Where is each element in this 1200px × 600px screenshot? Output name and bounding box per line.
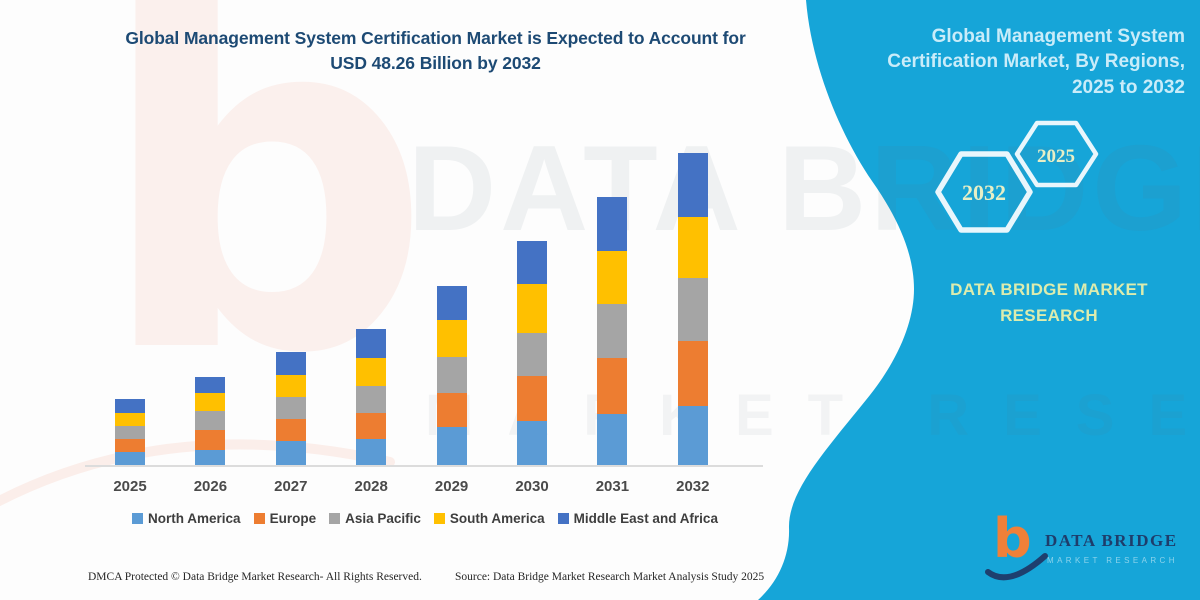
bar-2025 [115,399,145,465]
bar-segment-europe [275,418,306,442]
bar-segment-north-america [115,452,145,465]
bar-segment-europe [356,413,387,439]
legend-swatch-icon [557,513,569,524]
bar-segment-south-america [115,412,145,427]
hexagon-2025-label: 2025 [1037,146,1075,167]
bar-2030 [517,240,547,465]
bar-segment-europe [436,392,467,427]
legend-label: Middle East and Africa [573,511,718,526]
bar-segment-asia-pacific [195,411,226,430]
bar-segment-asia-pacific [597,304,628,358]
hexagon-2032: 2032 [935,151,1033,233]
page-title-line1: Global Management System Certification M… [125,28,746,48]
logo-tagline: MARKET RESEARCH [1047,556,1178,565]
sidebar-brand-line2: RESEARCH [1000,305,1098,325]
legend-swatch-icon [253,513,265,524]
bar-2026 [195,376,226,465]
legend-swatch-icon [329,513,341,524]
legend-item-north-america: North America [132,511,241,526]
footer-dmca-text: DMCA Protected © Data Bridge Market Rese… [88,571,422,583]
bar-2027 [275,351,306,465]
page-title-line2: USD 48.26 Billion by 2032 [330,53,541,74]
x-axis-label-2027: 2027 [274,478,308,495]
x-axis-label-2030: 2030 [515,478,549,495]
bar-segment-north-america [597,414,628,465]
legend-item-middle-east-and-africa: Middle East and Africa [557,511,718,526]
hexagon-badges: 2032 2025 [935,120,1099,233]
bar-segment-north-america [195,449,226,465]
bar-segment-middle-east-and-africa [195,376,226,394]
bar-segment-north-america [677,406,708,465]
bar-segment-north-america [436,426,467,465]
hexagon-2025: 2025 [1014,120,1099,188]
x-axis-label-2029: 2029 [434,478,469,495]
logo-name: DATA BRIDGE [1045,531,1178,550]
footer-source-text: Source: Data Bridge Market Research Mark… [455,571,765,583]
bar-segment-asia-pacific [115,426,145,440]
bar-segment-south-america [677,217,708,278]
bar-segment-europe [195,429,226,450]
bar-segment-asia-pacific [677,277,708,342]
legend-item-south-america: South America [433,511,545,526]
bar-segment-middle-east-and-africa [115,399,145,413]
bar-segment-europe [115,439,145,453]
bar-segment-south-america [517,284,547,334]
legend-item-asia-pacific: Asia Pacific [329,511,421,526]
company-logo: b DATA BRIDGE MARKET RESEARCH [985,512,1193,581]
logo-b-icon: b [993,507,1032,570]
bar-segment-asia-pacific [436,357,467,393]
bar-segment-asia-pacific [356,386,387,414]
sidebar-brand: DATA BRIDGE MARKET RESEARCH [903,277,1195,328]
bar-2029 [436,286,467,465]
sidebar-brand-line1: DATA BRIDGE MARKET [950,280,1148,299]
bar-segment-south-america [597,250,628,305]
bar-segment-south-america [195,393,226,412]
bar-segment-asia-pacific [517,333,547,376]
bar-segment-south-america [356,357,387,387]
sidebar-shape [758,0,1200,600]
bar-2028 [356,329,387,465]
bar-segment-south-america [275,375,306,398]
bar-segment-middle-east-and-africa [436,286,467,320]
legend-label: South America [449,511,545,526]
legend-swatch-icon [433,513,445,524]
x-axis-line [85,465,763,467]
legend-swatch-icon [132,513,144,524]
logo-swoosh-icon [985,553,1048,581]
bar-segment-middle-east-and-africa [677,153,708,218]
sidebar-title: Global Management System Certification M… [887,26,1185,98]
x-axis-label-2025: 2025 [113,478,147,495]
bar-segment-middle-east-and-africa [356,329,387,358]
bar-segment-north-america [275,441,306,465]
x-axis-label-2028: 2028 [354,478,388,495]
legend-item-europe: Europe [253,511,317,526]
bar-segment-north-america [356,438,387,465]
bar-segment-europe [597,357,628,414]
bar-segment-south-america [436,319,467,358]
bar-2032 [677,153,708,465]
x-axis-label-2026: 2026 [193,478,228,495]
legend-label: Europe [269,511,317,526]
bar-segment-north-america [517,421,547,465]
bar-segment-middle-east-and-africa [275,351,306,376]
bar-2031 [597,197,628,465]
bar-segment-middle-east-and-africa [597,197,628,251]
bar-segment-middle-east-and-africa [517,240,547,285]
x-axis-label-2031: 2031 [595,478,630,495]
legend-label: Asia Pacific [345,511,421,526]
bar-segment-europe [517,375,547,422]
hexagon-2032-label: 2032 [962,180,1006,205]
page-title: Global Management System Certification M… [58,26,813,77]
legend-label: North America [148,511,241,526]
chart-legend: North America Europe Asia Pacific South Ame… [80,511,770,526]
bar-segment-europe [677,341,708,407]
plot-area: 2025 2026 2027 2028 2029 2030 2031 2032 [85,150,765,495]
bar-segment-asia-pacific [275,397,306,419]
x-axis-label-2032: 2032 [676,478,710,495]
